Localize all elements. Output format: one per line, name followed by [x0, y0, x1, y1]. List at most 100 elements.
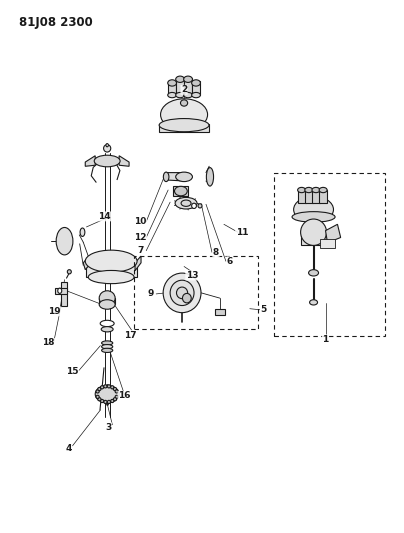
Ellipse shape	[98, 387, 101, 391]
Ellipse shape	[294, 196, 333, 223]
Ellipse shape	[101, 327, 113, 332]
Bar	[301, 232, 327, 245]
Ellipse shape	[111, 386, 114, 389]
Ellipse shape	[309, 300, 318, 305]
Ellipse shape	[80, 228, 85, 237]
Polygon shape	[119, 156, 129, 166]
Ellipse shape	[177, 287, 187, 298]
Polygon shape	[61, 282, 67, 306]
Ellipse shape	[100, 320, 114, 327]
Bar	[176, 78, 185, 95]
Ellipse shape	[104, 400, 107, 403]
Ellipse shape	[101, 386, 104, 389]
Ellipse shape	[175, 187, 187, 196]
Text: 14: 14	[98, 212, 111, 221]
Ellipse shape	[191, 80, 200, 86]
Ellipse shape	[191, 92, 200, 98]
Text: 7: 7	[137, 246, 143, 255]
Ellipse shape	[198, 204, 202, 208]
Polygon shape	[83, 256, 91, 270]
Ellipse shape	[184, 92, 192, 98]
Polygon shape	[85, 156, 95, 166]
Ellipse shape	[292, 212, 335, 222]
Polygon shape	[135, 256, 141, 271]
Ellipse shape	[170, 280, 194, 305]
Bar	[320, 239, 335, 248]
Text: 3: 3	[105, 423, 112, 432]
Ellipse shape	[175, 197, 197, 209]
Ellipse shape	[163, 172, 169, 182]
Ellipse shape	[114, 398, 116, 401]
Ellipse shape	[107, 400, 111, 403]
Ellipse shape	[67, 270, 72, 274]
Text: 19: 19	[48, 307, 61, 316]
Text: 16: 16	[118, 391, 130, 400]
Ellipse shape	[163, 273, 201, 313]
Ellipse shape	[184, 76, 192, 83]
Ellipse shape	[58, 288, 62, 293]
Text: 81J08 2300: 81J08 2300	[19, 16, 93, 29]
Ellipse shape	[176, 92, 185, 98]
Ellipse shape	[191, 203, 196, 208]
Ellipse shape	[101, 348, 113, 352]
Ellipse shape	[111, 399, 114, 402]
Text: 8: 8	[213, 248, 219, 257]
Ellipse shape	[101, 344, 113, 349]
Bar	[184, 78, 192, 95]
Ellipse shape	[160, 99, 208, 131]
Ellipse shape	[103, 144, 111, 152]
Ellipse shape	[183, 293, 191, 303]
Bar	[173, 186, 188, 196]
Bar	[134, 256, 258, 329]
Polygon shape	[166, 173, 186, 181]
Text: 10: 10	[134, 217, 146, 226]
Text: 13: 13	[186, 271, 198, 280]
Polygon shape	[326, 224, 341, 243]
Ellipse shape	[206, 167, 214, 186]
Ellipse shape	[96, 395, 99, 399]
Ellipse shape	[181, 200, 191, 206]
Ellipse shape	[159, 118, 209, 132]
Text: 18: 18	[42, 338, 55, 348]
Bar	[312, 190, 320, 203]
Bar	[319, 190, 327, 203]
Bar	[305, 190, 313, 203]
Ellipse shape	[99, 300, 115, 309]
Ellipse shape	[114, 387, 116, 391]
Ellipse shape	[106, 143, 108, 147]
Ellipse shape	[99, 291, 115, 305]
Ellipse shape	[95, 385, 119, 403]
Ellipse shape	[309, 270, 318, 276]
Ellipse shape	[101, 341, 113, 345]
Ellipse shape	[115, 395, 118, 399]
Bar	[159, 124, 209, 132]
Text: 12: 12	[134, 233, 147, 242]
Ellipse shape	[312, 188, 320, 192]
Ellipse shape	[101, 399, 104, 402]
Bar	[298, 190, 305, 203]
Ellipse shape	[85, 250, 137, 272]
Polygon shape	[55, 288, 67, 294]
Ellipse shape	[107, 385, 111, 388]
Ellipse shape	[176, 76, 185, 83]
Text: 5: 5	[261, 305, 267, 314]
Ellipse shape	[56, 228, 73, 255]
Text: 2: 2	[181, 85, 187, 94]
Ellipse shape	[104, 385, 107, 388]
Text: 4: 4	[65, 444, 72, 453]
Text: 1: 1	[322, 335, 328, 344]
Text: 17: 17	[124, 330, 137, 340]
Ellipse shape	[181, 100, 187, 106]
Text: 9: 9	[147, 289, 154, 298]
Ellipse shape	[305, 188, 313, 192]
Ellipse shape	[298, 188, 305, 192]
Bar	[99, 298, 115, 304]
Ellipse shape	[319, 188, 327, 192]
Text: 15: 15	[66, 367, 79, 376]
Text: 11: 11	[236, 228, 248, 237]
Ellipse shape	[88, 270, 134, 284]
Ellipse shape	[96, 390, 99, 393]
Bar	[168, 82, 177, 95]
Bar	[191, 82, 200, 95]
Ellipse shape	[98, 398, 101, 401]
